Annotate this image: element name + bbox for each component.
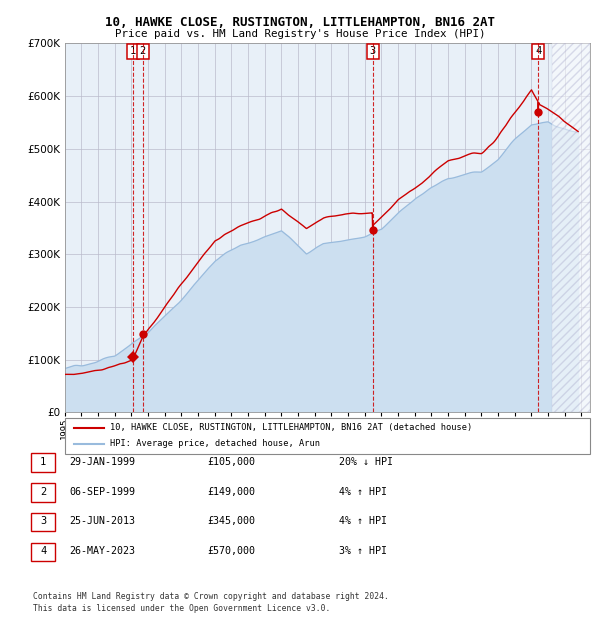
Text: 3% ↑ HPI: 3% ↑ HPI <box>339 546 387 556</box>
Text: 3: 3 <box>40 516 46 526</box>
Text: 2: 2 <box>140 46 146 56</box>
Text: 3: 3 <box>370 46 376 56</box>
Text: 4% ↑ HPI: 4% ↑ HPI <box>339 516 387 526</box>
Text: 4: 4 <box>40 546 46 556</box>
Text: £105,000: £105,000 <box>207 457 255 467</box>
Text: 4: 4 <box>535 46 541 56</box>
Text: 20% ↓ HPI: 20% ↓ HPI <box>339 457 393 467</box>
Text: 26-MAY-2023: 26-MAY-2023 <box>69 546 135 556</box>
Text: 25-JUN-2013: 25-JUN-2013 <box>69 516 135 526</box>
Text: This data is licensed under the Open Government Licence v3.0.: This data is licensed under the Open Gov… <box>33 603 331 613</box>
Text: 06-SEP-1999: 06-SEP-1999 <box>69 487 135 497</box>
Text: 2: 2 <box>40 487 46 497</box>
Text: £570,000: £570,000 <box>207 546 255 556</box>
Text: 4% ↑ HPI: 4% ↑ HPI <box>339 487 387 497</box>
Text: HPI: Average price, detached house, Arun: HPI: Average price, detached house, Arun <box>110 440 320 448</box>
Text: 1: 1 <box>130 46 136 56</box>
Text: £345,000: £345,000 <box>207 516 255 526</box>
Text: 10, HAWKE CLOSE, RUSTINGTON, LITTLEHAMPTON, BN16 2AT (detached house): 10, HAWKE CLOSE, RUSTINGTON, LITTLEHAMPT… <box>110 423 472 432</box>
Text: 29-JAN-1999: 29-JAN-1999 <box>69 457 135 467</box>
Text: Contains HM Land Registry data © Crown copyright and database right 2024.: Contains HM Land Registry data © Crown c… <box>33 592 389 601</box>
Text: Price paid vs. HM Land Registry's House Price Index (HPI): Price paid vs. HM Land Registry's House … <box>115 29 485 39</box>
Text: £149,000: £149,000 <box>207 487 255 497</box>
Text: 1: 1 <box>40 457 46 467</box>
Text: 10, HAWKE CLOSE, RUSTINGTON, LITTLEHAMPTON, BN16 2AT: 10, HAWKE CLOSE, RUSTINGTON, LITTLEHAMPT… <box>105 16 495 29</box>
